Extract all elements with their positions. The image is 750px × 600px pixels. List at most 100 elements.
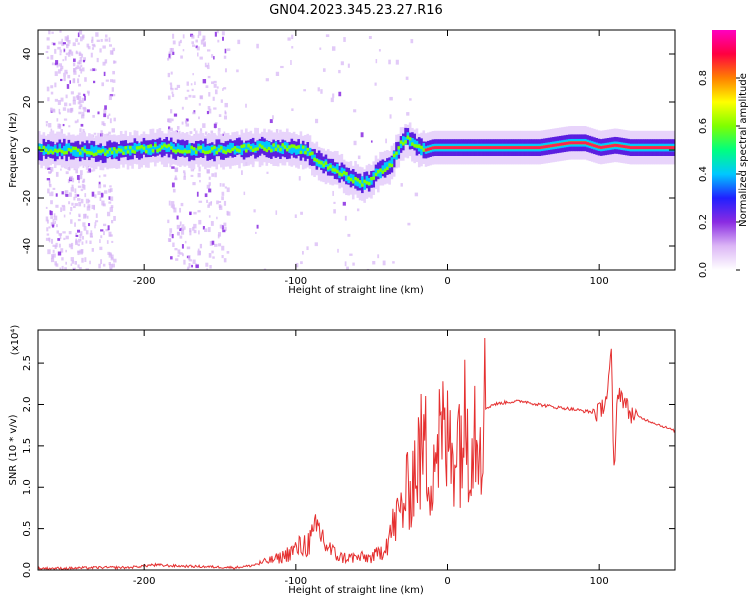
spectrogram-noise-speck xyxy=(395,59,399,65)
spectrogram-noise-speck xyxy=(67,74,71,79)
spectrogram-band-outer xyxy=(101,146,105,164)
spectrogram-noise-speck xyxy=(170,109,173,114)
spectrogram-noise-speck xyxy=(108,231,112,237)
spectrogram-band-core xyxy=(363,179,366,184)
spectrogram-noise-speck xyxy=(70,91,74,95)
spectrogram-band-peak xyxy=(511,146,514,150)
spectrogram-band-peak xyxy=(670,146,674,150)
spectrogram-band-peak xyxy=(618,144,621,148)
spectrogram-band-core xyxy=(90,151,93,156)
spectrogram-noise-speck xyxy=(100,229,104,232)
spectrogram-band-mid xyxy=(411,138,414,146)
spectrogram-noise-speck xyxy=(67,39,71,44)
spectrogram-noise-speck xyxy=(61,257,64,261)
spectrogram-noise-speck xyxy=(47,97,50,102)
spectrogram-noise-speck xyxy=(275,71,280,76)
spectrogram-band-core xyxy=(213,145,216,149)
spectrogram-noise-speck xyxy=(68,166,71,171)
spectrogram-noise-speck xyxy=(340,61,344,66)
spectrogram-noise-speck xyxy=(213,123,217,128)
spectrogram-band-core xyxy=(420,145,423,150)
spectrogram-noise-speck xyxy=(100,192,104,198)
spectrogram-band-peak xyxy=(629,146,633,150)
spectrogram-noise-speck xyxy=(60,65,64,70)
spectrogram-band-core xyxy=(210,147,214,151)
spectrogram-band-core xyxy=(47,151,50,155)
spectrogram-noise-speck xyxy=(198,200,203,203)
spectrogram-noise-speck xyxy=(73,206,76,209)
spectrogram-noise-speck xyxy=(208,202,212,206)
spectrogram-noise-speck xyxy=(253,209,256,213)
spectrogram-band-core xyxy=(306,147,310,152)
spectrogram-noise-speck xyxy=(80,64,83,68)
spectrogram-noise-speck xyxy=(333,209,336,214)
spectrogram-noise-speck xyxy=(70,263,73,266)
spectrogram-band-peak xyxy=(454,146,457,150)
spectrogram-noise-speck xyxy=(178,41,181,47)
snr-y-tick-label: 0.0 xyxy=(22,562,33,578)
spectrogram-noise-speck xyxy=(76,194,80,197)
spectrogram-band-core xyxy=(190,145,194,150)
spectrogram-band-core xyxy=(72,146,75,150)
spectrogram-noise-speck xyxy=(80,231,83,236)
spectrogram-band-peak xyxy=(668,146,671,150)
spectrogram-noise-speck xyxy=(89,68,93,72)
spectrogram-noise-speck xyxy=(58,41,62,45)
spectrogram-band-core xyxy=(399,140,403,144)
spectrogram-noise-speck xyxy=(199,56,203,60)
spectrogram-noise-speck xyxy=(59,234,62,239)
spectrogram-noise-speck xyxy=(171,118,174,122)
spectrogram-noise-speck xyxy=(73,58,76,62)
spectrogram-band-core xyxy=(361,183,364,187)
spectrogram-noise-speck xyxy=(179,228,182,232)
spectrogram-noise-speck xyxy=(51,42,54,45)
spectrogram-band-mid xyxy=(354,177,357,186)
spectrogram-noise-speck xyxy=(108,188,112,193)
spectrogram-noise-speck xyxy=(378,49,381,52)
spectrogram-band-mid xyxy=(345,173,348,182)
spectrogram-noise-speck xyxy=(101,200,105,206)
spectrogram-band-outer xyxy=(242,142,246,160)
spectrogram-noise-speck xyxy=(65,194,69,197)
spectrogram-noise-speck xyxy=(79,234,82,238)
spectrogram-band-core xyxy=(422,148,426,152)
spectrogram-noise-speck xyxy=(256,224,259,229)
spectrogram-band-core xyxy=(402,142,405,146)
spectrogram-band-core xyxy=(220,146,223,150)
spectrogram-noise-speck xyxy=(78,52,82,57)
spectrogram-noise-speck xyxy=(168,126,171,130)
spectrogram-band-mid xyxy=(358,180,362,189)
spectrogram-band-core xyxy=(376,170,380,174)
spectrogram-noise-speck xyxy=(69,80,72,84)
spectrogram-noise-speck xyxy=(186,89,190,92)
spectrogram-noise-speck xyxy=(112,70,115,75)
spectrogram-noise-speck xyxy=(245,160,248,166)
spectrogram-band-core xyxy=(326,166,330,170)
spectrogram-band-core xyxy=(342,171,346,175)
spectrogram-noise-speck xyxy=(205,262,209,267)
colorbar-ticks: 0.0 0.2 0.4 0.6 0.8 xyxy=(698,70,740,278)
spectrogram-noise-speck xyxy=(82,100,84,104)
spectrogram-noise-speck xyxy=(60,207,63,213)
spectrogram-noise-speck xyxy=(172,204,175,210)
spectrogram-noise-speck xyxy=(62,231,66,234)
spectrogram-band-core xyxy=(131,149,134,153)
spectrogram-noise-speck xyxy=(330,97,334,103)
spectrogram-noise-speck xyxy=(353,109,357,113)
spectrogram-noise-speck xyxy=(51,254,54,260)
spectrogram-noise-speck xyxy=(319,47,322,50)
spectrogram-noise-speck xyxy=(74,222,76,227)
spectrogram-noise-speck xyxy=(62,123,65,127)
spectrogram-noise-speck xyxy=(203,41,207,47)
spectrogram-noise-speck xyxy=(206,184,211,189)
spectrogram-x-tick-label: 100 xyxy=(590,276,609,287)
spectrogram-noise-speck xyxy=(68,49,72,55)
spectrogram-noise-speck xyxy=(197,52,199,57)
spectrogram-noise-speck xyxy=(74,188,77,194)
spectrogram-noise-speck xyxy=(78,178,80,184)
spectrogram-noise-speck xyxy=(99,239,101,244)
spectrogram-noise-speck xyxy=(77,32,80,38)
spectrogram-band-core xyxy=(115,150,118,154)
spectrogram-band-core xyxy=(242,144,246,148)
spectrogram-noise-speck xyxy=(204,193,208,198)
